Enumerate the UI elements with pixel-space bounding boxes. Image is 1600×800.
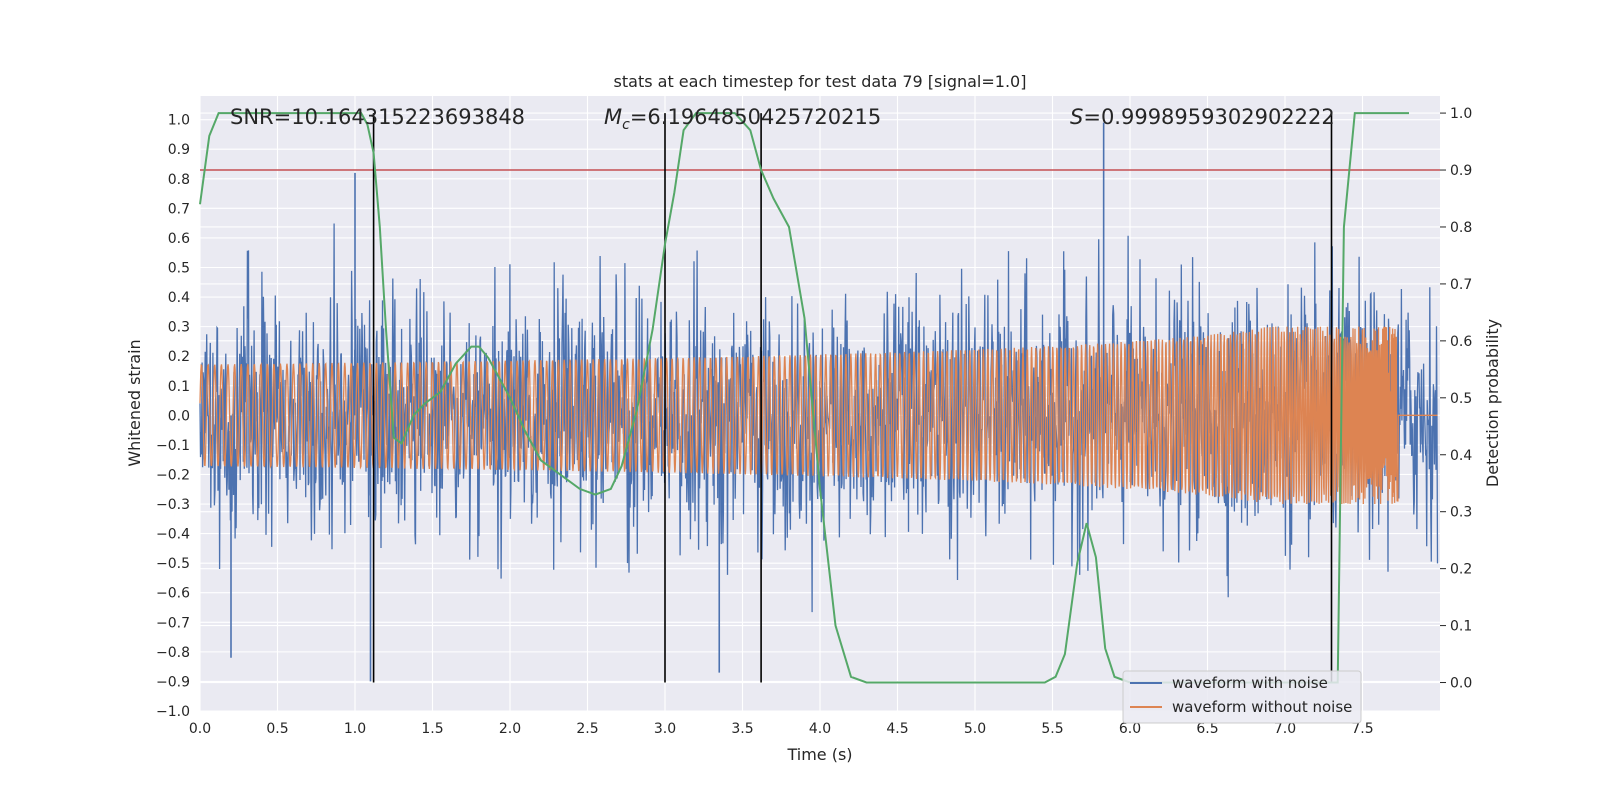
x-tick-label: 0.5 <box>266 721 288 737</box>
chart-title: stats at each timestep for test data 79 … <box>614 72 1027 91</box>
y2-tick-label: 0.4 <box>1450 448 1472 464</box>
x-tick-label: 0.0 <box>189 721 211 737</box>
y-tick-label: 0.4 <box>168 290 190 306</box>
y-tick-label: −1.0 <box>156 704 190 720</box>
y-tick-label: −0.1 <box>156 438 190 454</box>
chirp-mass-annotation: Mc=6.1964850425720215 <box>604 105 881 133</box>
x-tick-label: 6.5 <box>1196 721 1218 737</box>
y-tick-label: −0.5 <box>156 556 190 572</box>
x-tick-label: 1.5 <box>421 721 443 737</box>
y2-tick-label: 0.3 <box>1450 505 1472 521</box>
x-tick-label: 6.0 <box>1119 721 1141 737</box>
y-tick-label: −0.2 <box>156 467 190 483</box>
waveform-without-noise-series <box>199 326 1438 505</box>
y2-tick-label: 0.1 <box>1450 619 1472 635</box>
y2-tick-label: 1.0 <box>1450 106 1472 122</box>
y-tick-label: −0.3 <box>156 497 190 513</box>
y-tick-label: 0.9 <box>168 142 190 158</box>
y2-tick-label: 0.2 <box>1450 562 1472 578</box>
y-tick-label: 0.8 <box>168 172 190 188</box>
y-tick-label: 0.0 <box>168 408 190 424</box>
probability-trace <box>199 112 1409 684</box>
y-tick-label: −0.7 <box>156 615 190 631</box>
y-tick-label: 0.1 <box>168 379 190 395</box>
clean-trace <box>199 326 1438 505</box>
y-tick-label: 0.6 <box>168 231 190 247</box>
vertical-markers <box>372 113 1333 683</box>
y2-tick-label: 0.6 <box>1450 334 1472 350</box>
y-tick-label: −0.8 <box>156 645 190 661</box>
y2-tick-label: 0.7 <box>1450 277 1472 293</box>
chirp-mass-symbol: M <box>604 105 622 129</box>
x-tick-label: 2.5 <box>576 721 598 737</box>
y-tick-label: −0.6 <box>156 586 190 602</box>
x-tick-label: 7.0 <box>1274 721 1296 737</box>
y-tick-label: 0.2 <box>168 349 190 365</box>
y2-tick-label: 0.9 <box>1450 163 1472 179</box>
y-tick-label: 1.0 <box>168 113 190 129</box>
x-tick-label: 3.0 <box>654 721 676 737</box>
snr-annotation: SNR=10.164315223693848 <box>230 105 525 129</box>
y2-tick-label: 0.5 <box>1450 391 1472 407</box>
y-tick-label: 0.7 <box>168 201 190 217</box>
y-axis-ticks: 1.0 0.9 0.8 0.7 0.6 0.5 0.4 0.3 0.2 0.1 0.0 −0.1 −0.… <box>156 113 190 720</box>
detection-probability-series <box>199 112 1409 684</box>
y-tick-label: 0.3 <box>168 320 190 336</box>
legend-box <box>1122 670 1362 724</box>
x-tick-label: 4.5 <box>886 721 908 737</box>
x-axis-ticks: 0.0 0.5 1.0 1.5 2.0 2.5 3.0 3.5 4.0 4.5 5.0 5.5 6.0 6… <box>189 721 1374 737</box>
significance-symbol: S <box>1070 105 1083 129</box>
x-tick-label: 5.5 <box>1041 721 1063 737</box>
y2-axis-label: Detection probability <box>1483 319 1502 487</box>
y2-tick-label: 0.8 <box>1450 220 1472 236</box>
x-tick-label: 2.0 <box>499 721 521 737</box>
legend-label-noise: waveform with noise <box>1172 674 1328 692</box>
x-tick-label: 1.0 <box>344 721 366 737</box>
chirp-mass-value: =6.1964850425720215 <box>630 105 881 129</box>
y2-tick-label: 0.0 <box>1450 676 1472 692</box>
x-tick-label: 4.0 <box>809 721 831 737</box>
significance-annotation: S=0.9998959302902222 <box>1070 105 1335 129</box>
y2-axis-ticks: 1.0 0.9 0.8 0.7 0.6 0.5 0.4 0.3 0.2 0.1 0.0 <box>1440 106 1472 692</box>
x-tick-label: 5.0 <box>964 721 986 737</box>
chirp-mass-subscript: c <box>622 117 630 133</box>
y-tick-label: −0.4 <box>156 527 190 543</box>
x-tick-label: 3.5 <box>731 721 753 737</box>
x-axis-label: Time (s) <box>786 745 852 764</box>
y-tick-label: −0.9 <box>156 674 190 690</box>
x-tick-label: 7.5 <box>1351 721 1373 737</box>
legend-label-clean: waveform without noise <box>1172 698 1352 716</box>
significance-value: =0.9998959302902222 <box>1083 105 1334 129</box>
legend: waveform with noise waveform without noi… <box>1122 670 1362 724</box>
y-tick-label: 0.5 <box>168 260 190 276</box>
y-axis-label: Whitened strain <box>125 339 144 466</box>
